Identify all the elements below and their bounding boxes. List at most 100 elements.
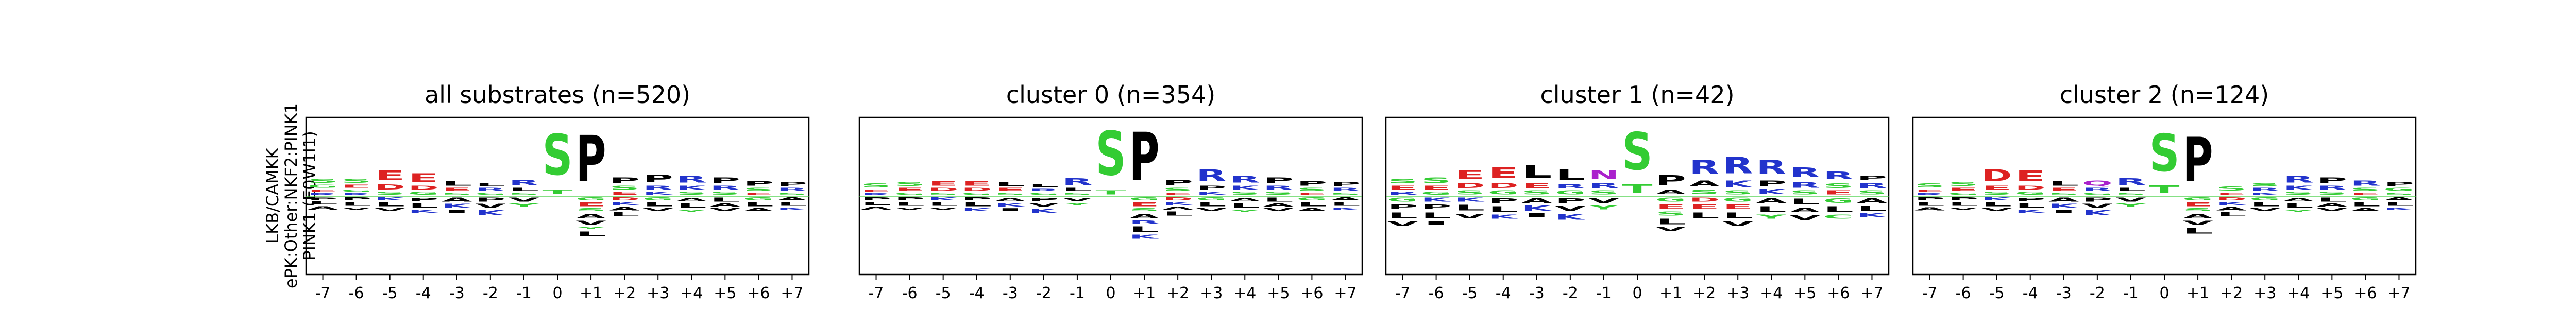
svg-text:P: P xyxy=(341,197,371,201)
logo-letter: L xyxy=(1263,197,1294,203)
svg-text:L: L xyxy=(442,180,472,187)
svg-text:L: L xyxy=(1981,201,2012,208)
svg-text:L: L xyxy=(1857,204,1887,212)
logo-letter: L xyxy=(408,202,438,209)
logo-letter: R xyxy=(710,185,740,191)
logo-letter: P xyxy=(1028,197,1059,202)
logo-letter: L xyxy=(2283,202,2314,209)
svg-text:A: A xyxy=(676,197,707,202)
svg-text:P: P xyxy=(1196,185,1227,191)
logo-letter: K xyxy=(1723,179,1753,190)
svg-text:V: V xyxy=(1656,226,1686,232)
logo-letter: I xyxy=(1421,220,1451,226)
logo-letter: K xyxy=(1028,208,1059,214)
logo-letter: L xyxy=(341,201,371,207)
x-tick-label: -1 xyxy=(1596,284,1612,302)
logo-letter: S xyxy=(2283,191,2314,196)
svg-text:R: R xyxy=(1028,188,1059,192)
logo-letter: G xyxy=(743,197,774,201)
logo-letter: K xyxy=(408,209,438,214)
logo-letter: S xyxy=(2317,191,2347,196)
logo-letter: P xyxy=(2082,197,2112,203)
logo-letter: L xyxy=(308,201,338,205)
logo-letter: S xyxy=(1387,177,1418,185)
logo-letter: E xyxy=(1948,187,1978,192)
x-tick-label: -3 xyxy=(1529,284,1545,302)
logo-letter: S xyxy=(2183,208,2213,212)
svg-text:R: R xyxy=(1062,177,1092,187)
svg-text:K: K xyxy=(995,202,1025,208)
svg-text:S: S xyxy=(1230,191,1260,196)
logo-letter: V xyxy=(1555,204,1586,212)
svg-text:G: G xyxy=(1297,197,1327,201)
svg-text:E: E xyxy=(2216,192,2247,196)
logo-letter: Y xyxy=(509,203,540,208)
svg-text:G: G xyxy=(576,197,606,201)
logo-letter: K xyxy=(375,197,405,201)
logo-letter: R xyxy=(475,187,505,192)
svg-text:S: S xyxy=(1062,192,1092,196)
logo-letter: E xyxy=(1297,192,1327,196)
svg-text:L: L xyxy=(1914,201,1945,207)
logo-letter: E xyxy=(1656,203,1686,211)
logo-letter: L xyxy=(2048,180,2079,187)
x-tick-label: +1 xyxy=(1659,284,1682,302)
svg-text:L: L xyxy=(1330,201,1361,207)
logo-letter: P xyxy=(1163,178,1193,187)
logo-letter: K xyxy=(995,202,1025,208)
svg-text:C: C xyxy=(1823,214,1854,220)
logo-letter: A xyxy=(1857,197,1888,204)
logo-letter: V xyxy=(1062,197,1092,202)
svg-text:L: L xyxy=(475,183,505,187)
svg-text:S: S xyxy=(2384,192,2414,196)
svg-text:Y: Y xyxy=(2115,203,2147,208)
logo-letter: G xyxy=(1656,197,1686,203)
logo-letter: K xyxy=(609,201,640,206)
svg-text:A: A xyxy=(1230,197,1260,202)
logo-letter: L xyxy=(609,212,640,218)
logo-letter: D xyxy=(1981,166,2012,185)
svg-text:A: A xyxy=(861,206,891,211)
svg-text:K: K xyxy=(777,207,807,211)
logo-letter: E xyxy=(1454,168,1485,182)
svg-text:L: L xyxy=(2216,212,2247,218)
svg-text:L: L xyxy=(1129,225,1160,234)
svg-text:A: A xyxy=(1297,208,1327,212)
svg-text:R: R xyxy=(308,193,338,196)
svg-text:S: S xyxy=(1823,182,1854,190)
logo-letter: R xyxy=(1230,174,1260,185)
logo-letter: S xyxy=(1588,190,1619,196)
svg-text:R: R xyxy=(341,193,371,196)
logo-letter: K xyxy=(442,203,472,209)
svg-text:V: V xyxy=(710,208,740,212)
logo-letter: A xyxy=(777,197,807,201)
logo-letter: K xyxy=(2250,192,2280,196)
svg-text:P: P xyxy=(1028,197,1059,202)
logo-letter: G xyxy=(2183,197,2213,201)
logo-letter: V xyxy=(1387,220,1418,228)
x-tick-label: +5 xyxy=(714,284,736,302)
svg-text:R: R xyxy=(1196,166,1227,185)
x-tick-label: -4 xyxy=(416,284,431,302)
logo-letter: A xyxy=(861,206,891,211)
x-tick-label: 0 xyxy=(1106,284,1115,302)
svg-text:D: D xyxy=(1488,182,1518,190)
svg-text:S: S xyxy=(1622,122,1652,182)
logo-letter: R xyxy=(2082,187,2112,192)
svg-text:G: G xyxy=(1948,192,1978,196)
x-tick-label: -4 xyxy=(969,284,985,302)
svg-text:G: G xyxy=(743,197,774,201)
x-tick-label: -7 xyxy=(315,284,331,302)
logo-letter: P xyxy=(1656,173,1686,188)
x-tick-label: -1 xyxy=(1070,284,1085,302)
logo-letter: L xyxy=(2350,201,2381,208)
svg-text:D: D xyxy=(1981,166,2012,185)
svg-text:S: S xyxy=(2115,192,2146,196)
svg-text:S: S xyxy=(1857,190,1887,196)
x-tick-label: -3 xyxy=(449,284,465,302)
logo-letter: E xyxy=(1488,165,1518,182)
svg-text:E: E xyxy=(341,184,371,189)
logo-letter: L xyxy=(1387,211,1418,220)
logo-letter: K xyxy=(777,207,807,211)
svg-text:I: I xyxy=(1521,212,1552,218)
